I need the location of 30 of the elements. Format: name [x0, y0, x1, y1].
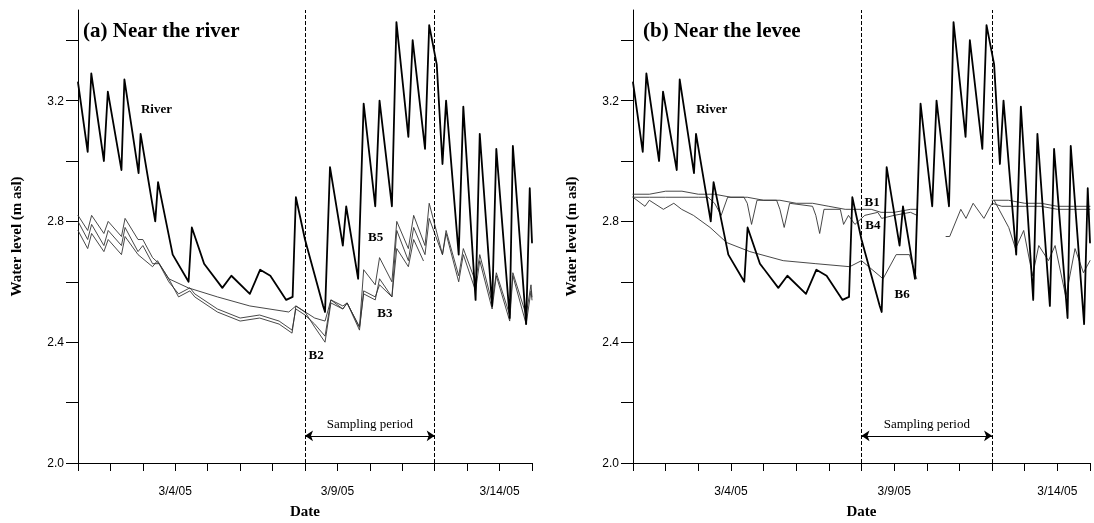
x-tick-label: 3/9/05 [877, 484, 912, 498]
y-tick-label: 2.4 [602, 335, 620, 350]
y-tick-label: 2.0 [47, 456, 65, 470]
series-label: B1 [864, 193, 880, 209]
series-label: River [140, 100, 173, 116]
x-tick-label: 3/4/05 [158, 484, 193, 498]
chart-title: (a) Near the river [83, 17, 240, 42]
x-tick-label: 3/14/05 [479, 484, 520, 498]
annotation: Sampling period [326, 415, 414, 431]
y-axis-title: Water level (m asl) [562, 176, 580, 297]
y-tick-label: 2.4 [47, 335, 65, 350]
series-label: B3 [377, 305, 394, 321]
y-tick-label: 2.0 [602, 456, 620, 470]
series-label: B4 [865, 216, 881, 232]
y-tick-label: 3.2 [602, 93, 620, 108]
annotation: Sampling period [883, 415, 971, 431]
y-axis-title: Water level (m asl) [7, 176, 25, 297]
series-label: B6 [894, 286, 911, 302]
x-axis-title: Date [846, 502, 877, 519]
series-label: River [696, 100, 728, 116]
x-tick-label: 3/4/05 [714, 484, 748, 498]
series-label: B5 [367, 229, 384, 245]
chart-title: (b) Near the levee [643, 17, 801, 42]
y-tick-label: 3.2 [47, 93, 65, 108]
series-label: B2 [308, 346, 324, 362]
x-tick-label: 3/9/05 [320, 484, 355, 498]
x-tick-label: 3/14/05 [1037, 484, 1078, 498]
x-axis-title: Date [290, 502, 321, 519]
y-tick-label: 2.8 [602, 214, 620, 229]
y-tick-label: 2.8 [47, 214, 65, 229]
